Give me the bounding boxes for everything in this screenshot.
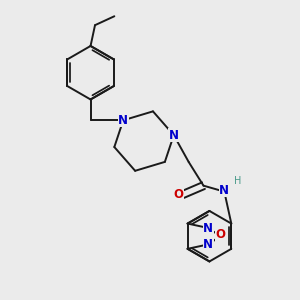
Text: O: O: [173, 188, 183, 201]
Text: N: N: [203, 221, 213, 235]
Text: N: N: [118, 114, 128, 127]
Text: N: N: [203, 238, 213, 251]
Text: N: N: [169, 129, 179, 142]
Text: O: O: [215, 228, 225, 241]
Text: N: N: [219, 184, 229, 196]
Text: H: H: [234, 176, 242, 186]
